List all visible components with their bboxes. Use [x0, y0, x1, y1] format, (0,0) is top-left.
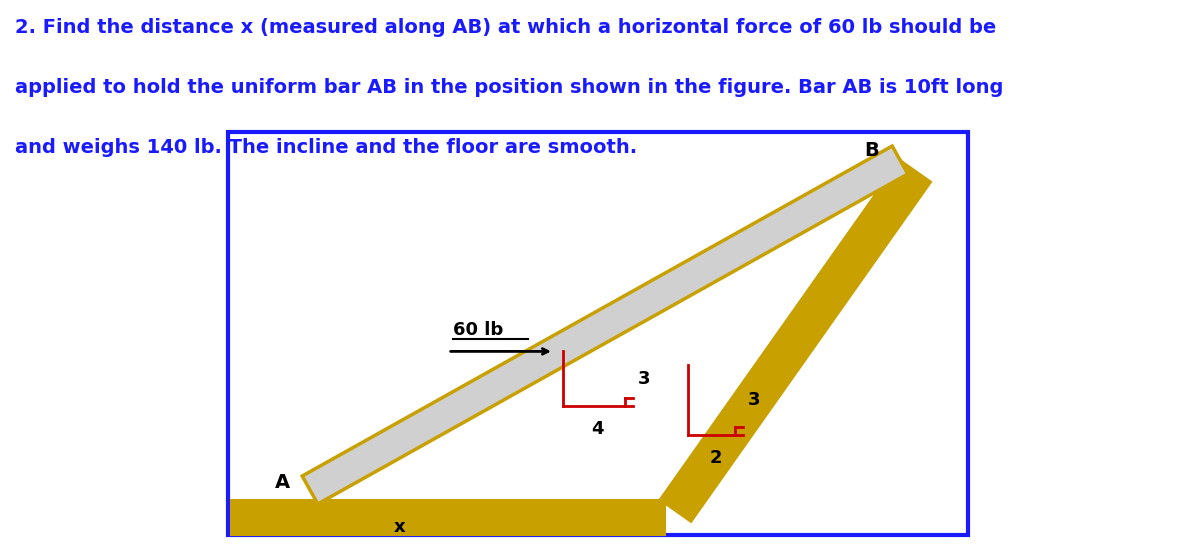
Text: 2. Find the distance x (measured along AB) at which a horizontal force of 60 lb : 2. Find the distance x (measured along A…: [14, 18, 996, 37]
Text: 3: 3: [748, 391, 761, 409]
Text: B: B: [865, 141, 880, 160]
Text: x: x: [394, 518, 406, 536]
Text: 3: 3: [638, 370, 650, 388]
Text: 60 lb: 60 lb: [452, 322, 503, 340]
Polygon shape: [660, 160, 931, 522]
Polygon shape: [302, 146, 908, 504]
Text: A: A: [275, 473, 289, 492]
Text: 2: 2: [709, 449, 721, 467]
Bar: [230, 500, 665, 535]
Text: and weighs 140 lb. The incline and the floor are smooth.: and weighs 140 lb. The incline and the f…: [14, 138, 637, 157]
Bar: [228, 132, 968, 535]
Text: 4: 4: [592, 420, 604, 438]
Text: applied to hold the uniform bar AB in the position shown in the figure. Bar AB i: applied to hold the uniform bar AB in th…: [14, 78, 1003, 97]
